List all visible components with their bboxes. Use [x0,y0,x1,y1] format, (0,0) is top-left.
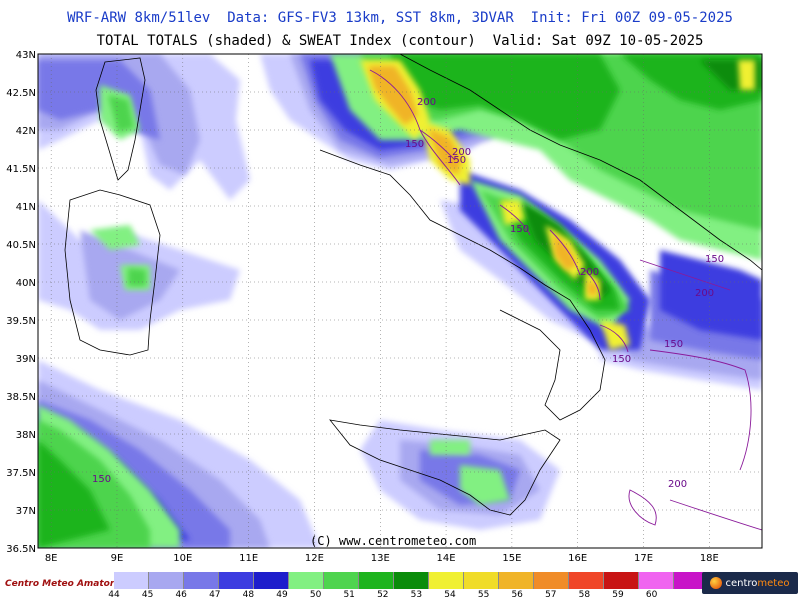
coastlines [64,54,762,516]
legend-swatch [569,572,604,589]
legend-value-label: 47 [209,590,221,600]
legend-value-label: 57 [545,590,557,600]
legend-swatch [289,572,324,589]
latitude-labels: 43N 42.5N 42N 41.5N 41N 40.5N 40N 39.5N 39N 38.5N… [6,50,36,555]
legend-swatch [149,572,184,589]
contour-label: 150 [405,139,424,150]
lon-tick-label: 9E [111,553,124,564]
lon-tick-label: 10E [173,553,192,564]
legend-swatch [499,572,534,589]
contour-label: 200 [417,97,436,108]
graticule [38,54,762,548]
lat-tick-label: 36.5N [6,544,36,555]
map-frame [37,53,763,549]
lon-tick-label: 12E [305,553,324,564]
legend-swatch [394,572,429,589]
brand-logo-left: Centro Meteo Amatori [2,572,117,596]
legend-swatch [324,572,359,589]
contour-label: 200 [668,479,687,490]
lon-tick-label: 14E [437,553,456,564]
legend-value-label: 50 [309,590,322,600]
contour-label: 200 [695,288,714,299]
legend-value-label: 51 [343,590,355,600]
legend-value-label: 59 [612,590,624,600]
legend-swatch [359,572,394,589]
legend-swatch [534,572,569,589]
lat-tick-label: 39.5N [6,316,36,327]
brand-right-text: centrometeo [725,577,790,589]
legend-value-label: 49 [276,590,288,600]
contour-label: 150 [447,155,466,166]
lat-tick-label: 40N [16,278,36,289]
color-legend [114,572,744,589]
lat-tick-label: 37.5N [6,468,36,479]
lon-tick-label: 13E [371,553,390,564]
legend-value-label: 44 [108,590,120,600]
contour-labels: 200 150 200 150 150 200 150 150 200 150 … [92,97,724,490]
legend-value-label: 48 [242,590,255,600]
chart-title: WRF-ARW 8km/51lev Data: GFS-FV3 13km, SS… [67,10,733,26]
legend-value-label: 55 [477,590,490,600]
copyright-text: (C) www.centrometeo.com [310,534,476,548]
legend-labels: 44 45 46 47 48 49 50 51 52 53 54 55 56 57 58 59 60 [0,590,800,602]
legend-value-label: 54 [444,590,456,600]
contour-label: 200 [452,147,471,158]
legend-swatch [184,572,219,589]
contour-label: 150 [705,254,724,265]
shaded-field [38,54,762,548]
lon-tick-label: 18E [700,553,719,564]
longitude-labels: 8E 9E 10E 11E 12E 13E 14E 15E 16E 17E 18E [45,553,719,564]
legend-value-label: 46 [175,590,187,600]
legend-swatch [219,572,254,589]
lat-tick-label: 42N [16,126,36,137]
lat-tick-label: 41.5N [6,164,36,175]
lat-tick-label: 37N [16,506,36,517]
contour-label: 150 [92,474,111,485]
lat-tick-label: 42.5N [6,88,36,99]
legend-value-label: 52 [377,590,389,600]
chart-subtitle: TOTAL TOTALS (shaded) & SWEAT Index (con… [96,33,704,49]
legend-swatch [429,572,464,589]
lat-tick-label: 43N [16,50,36,61]
brand-left-text: Centro Meteo Amatori [5,579,118,589]
logo-icon [710,577,723,589]
lat-tick-label: 38N [16,430,36,441]
contour-label: 150 [612,354,631,365]
legend-swatch [639,572,674,589]
legend-value-label: 45 [141,590,154,600]
lat-tick-label: 41N [16,202,36,213]
lat-tick-label: 39N [16,354,36,365]
contour-label: 150 [664,339,683,350]
contour-label: 150 [510,224,529,235]
legend-value-label: 53 [410,590,423,600]
lon-tick-label: 11E [239,553,258,564]
legend-swatch [464,572,499,589]
legend-swatch [114,572,149,589]
lon-tick-label: 17E [634,553,653,564]
lon-tick-label: 8E [45,553,58,564]
lat-tick-label: 40.5N [6,240,36,251]
legend-value-label: 58 [578,590,591,600]
lon-tick-label: 15E [502,553,521,564]
lat-tick-label: 38.5N [6,392,36,403]
brand-logo-right: centrometeo [702,572,798,594]
legend-swatch [254,572,289,589]
legend-swatch [604,572,639,589]
contour-label: 200 [580,267,599,278]
legend-value-label: 56 [511,590,523,600]
lon-tick-label: 16E [568,553,587,564]
sweat-contours [369,69,762,531]
legend-value-label: 60 [645,590,658,600]
